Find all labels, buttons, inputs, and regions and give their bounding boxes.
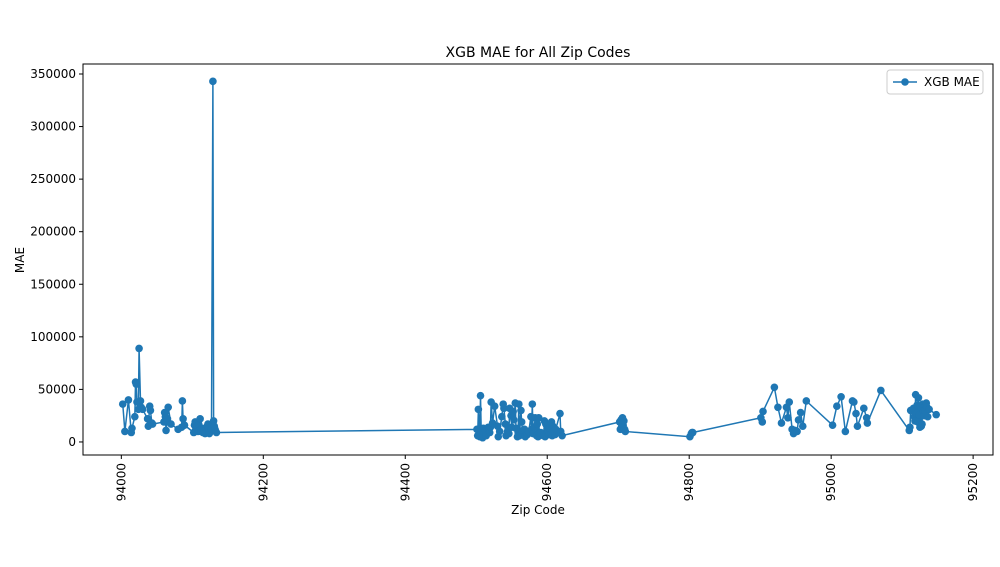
marker bbox=[793, 427, 801, 436]
marker bbox=[476, 391, 485, 400]
x-tick-label: 95200 bbox=[966, 463, 980, 501]
y-axis-label: MAE bbox=[13, 247, 27, 273]
marker bbox=[162, 426, 170, 435]
x-axis-label: Zip Code bbox=[511, 503, 565, 517]
marker bbox=[794, 416, 803, 424]
marker bbox=[621, 427, 630, 436]
marker bbox=[209, 77, 217, 86]
marker bbox=[178, 397, 187, 405]
y-tick-label: 300000 bbox=[30, 120, 76, 134]
y-tick-label: 50000 bbox=[38, 382, 76, 396]
marker bbox=[906, 423, 914, 432]
marker bbox=[774, 403, 782, 412]
marker bbox=[490, 402, 499, 411]
marker bbox=[802, 397, 811, 405]
marker bbox=[534, 413, 543, 422]
marker bbox=[914, 394, 923, 402]
marker bbox=[167, 420, 175, 428]
x-tick-label: 94800 bbox=[682, 463, 696, 501]
chart-title: XGB MAE for All Zip Codes bbox=[446, 45, 631, 61]
x-tick-label: 95000 bbox=[824, 463, 838, 501]
marker bbox=[770, 383, 779, 392]
marker bbox=[128, 424, 136, 433]
marker bbox=[556, 409, 564, 418]
marker bbox=[517, 418, 526, 426]
marker bbox=[212, 428, 221, 437]
y-tick-label: 350000 bbox=[30, 67, 76, 81]
marker bbox=[164, 403, 172, 412]
x-tick-label: 94400 bbox=[398, 463, 412, 501]
marker bbox=[509, 407, 517, 416]
y-tick-label: 150000 bbox=[30, 277, 76, 291]
x-tick-label: 94000 bbox=[114, 463, 128, 501]
y-tick-label: 250000 bbox=[30, 172, 76, 186]
marker bbox=[758, 418, 767, 426]
marker bbox=[759, 407, 767, 416]
marker bbox=[784, 413, 792, 422]
marker bbox=[505, 429, 513, 438]
marker bbox=[796, 408, 805, 417]
marker bbox=[853, 422, 862, 430]
marker bbox=[533, 420, 542, 428]
marker bbox=[474, 405, 483, 414]
marker bbox=[860, 404, 868, 413]
marker bbox=[136, 397, 145, 405]
y-tick-label: 100000 bbox=[30, 330, 76, 344]
marker bbox=[517, 406, 525, 415]
marker bbox=[510, 416, 518, 424]
legend-box bbox=[886, 69, 984, 95]
x-tick-label: 94200 bbox=[256, 463, 270, 501]
marker bbox=[495, 427, 504, 436]
marker bbox=[138, 405, 147, 414]
marker bbox=[132, 380, 141, 388]
marker bbox=[863, 419, 872, 427]
marker bbox=[925, 405, 933, 414]
marker bbox=[833, 402, 841, 411]
marker bbox=[688, 428, 697, 437]
marker bbox=[118, 400, 127, 408]
marker bbox=[918, 420, 926, 428]
marker bbox=[124, 396, 133, 404]
marker bbox=[837, 392, 845, 401]
marker bbox=[785, 398, 794, 406]
y-tick-label: 0 bbox=[68, 435, 76, 449]
marker bbox=[620, 417, 628, 425]
marker bbox=[180, 421, 189, 429]
marker bbox=[777, 419, 786, 427]
marker bbox=[497, 412, 506, 421]
marker bbox=[148, 420, 157, 428]
marker bbox=[850, 398, 858, 406]
marker bbox=[500, 404, 508, 413]
marker bbox=[932, 410, 941, 419]
y-tick-label: 200000 bbox=[30, 225, 76, 239]
marker bbox=[179, 415, 187, 423]
marker bbox=[146, 406, 155, 415]
marker bbox=[131, 412, 139, 421]
marker bbox=[877, 386, 885, 395]
marker bbox=[798, 422, 807, 430]
marker bbox=[515, 400, 523, 408]
marker bbox=[852, 409, 860, 418]
marker bbox=[923, 412, 932, 421]
x-tick-label: 94600 bbox=[540, 463, 554, 501]
marker bbox=[121, 427, 129, 436]
marker bbox=[828, 421, 837, 429]
plot-frame bbox=[82, 63, 994, 456]
legend-label: XGB MAE bbox=[924, 75, 980, 89]
marker bbox=[528, 400, 537, 408]
marker bbox=[841, 427, 850, 436]
legend-marker bbox=[901, 78, 909, 86]
marker bbox=[196, 415, 204, 423]
marker bbox=[558, 431, 566, 440]
marker bbox=[135, 344, 143, 353]
